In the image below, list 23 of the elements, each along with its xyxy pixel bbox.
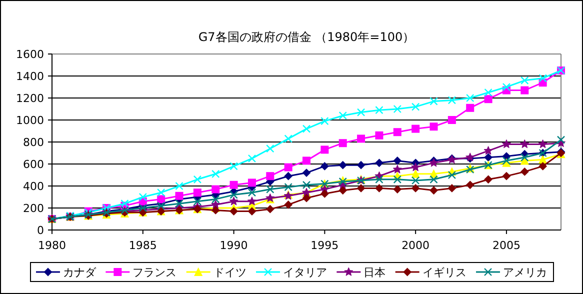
legend-label: ドイツ xyxy=(213,266,246,279)
y-tick-label: 800 xyxy=(23,136,44,149)
x-tick-label: 1995 xyxy=(310,239,339,252)
legend-label: 日本 xyxy=(364,266,386,279)
x-tick-label: 2005 xyxy=(492,239,520,252)
y-tick-label: 1400 xyxy=(16,70,44,83)
legend-label: カナダ xyxy=(63,266,97,279)
y-tick-label: 200 xyxy=(23,202,44,215)
legend-label: フランス xyxy=(132,266,177,279)
legend-label: アメリカ xyxy=(503,266,547,279)
x-tick-label: 2000 xyxy=(402,239,430,252)
y-tick-label: 1600 xyxy=(16,48,44,61)
x-tick-label: 1990 xyxy=(220,239,248,252)
y-tick-label: 1200 xyxy=(16,92,44,105)
y-tick-label: 400 xyxy=(23,180,44,193)
y-tick-label: 0 xyxy=(37,224,44,237)
y-tick-label: 1000 xyxy=(16,114,44,127)
chart-title: G7各国の政府の借金 （1980年=100） xyxy=(198,30,415,44)
legend-label: イタリア xyxy=(283,266,327,279)
x-tick-label: 1985 xyxy=(128,239,157,252)
y-tick-label: 600 xyxy=(23,158,44,171)
legend-label: イギリス xyxy=(422,266,466,279)
x-tick-label: 1980 xyxy=(38,239,66,252)
